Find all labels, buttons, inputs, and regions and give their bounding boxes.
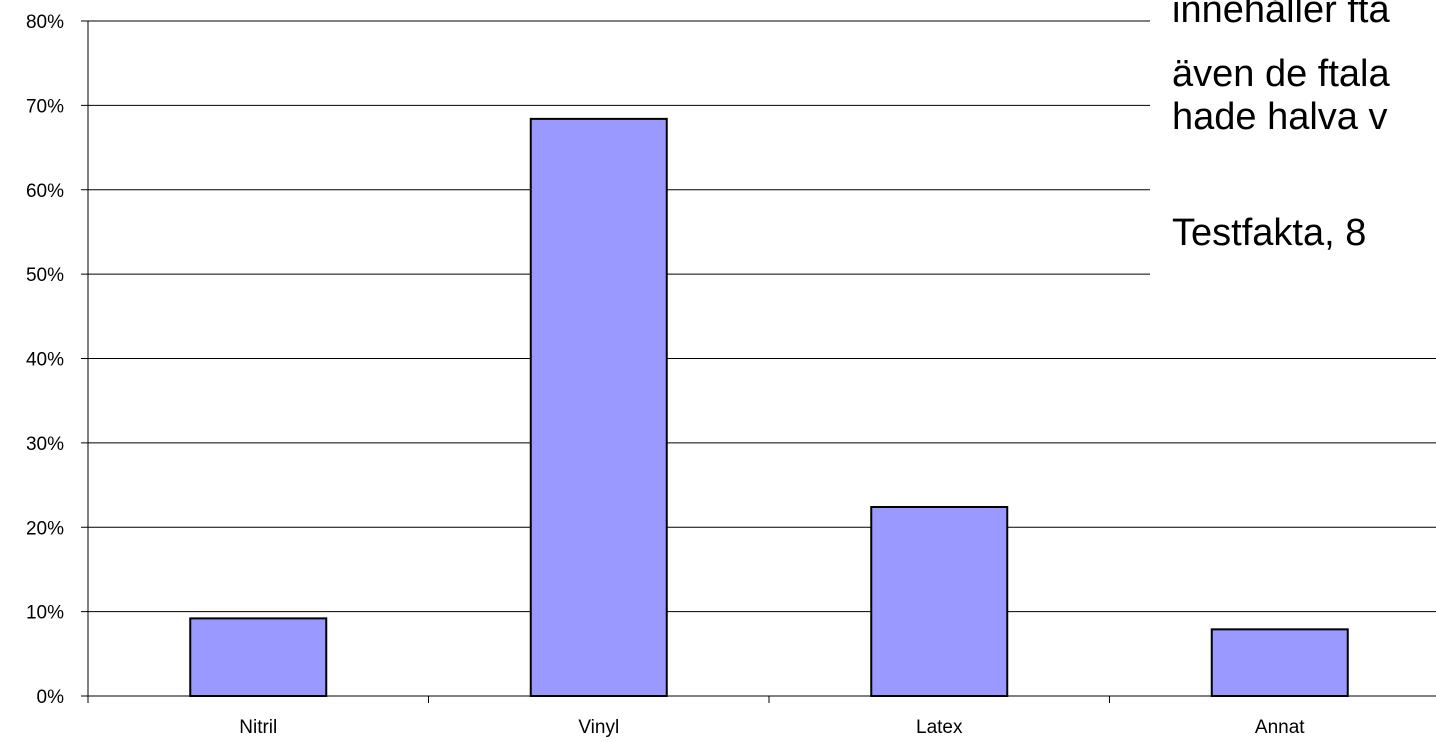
bars [189, 117, 1349, 697]
y-tick-label: 70% [26, 96, 64, 117]
x-tick-labels: Nitril Vinyl Latex Annat [239, 717, 1305, 738]
bar-vinyl [529, 117, 668, 697]
y-tick-labels: 0% 10% 20% 30% 40% 50% 60% 70% 80% [26, 12, 64, 708]
y-tick-label: 80% [26, 12, 64, 33]
text-overlay: innehåller fta även de ftala hade halva … [1150, 0, 1436, 290]
bar-annat [1210, 628, 1349, 697]
overlay-line-4: Testfakta, 8 [1172, 212, 1367, 254]
overlay-line-2: även de ftala [1172, 53, 1390, 95]
gridlines [88, 20, 1436, 613]
x-tick-label: Latex [916, 717, 963, 738]
overlay-line-3: hade halva v [1172, 96, 1388, 138]
overlay-line-1: innehåller fta [1172, 0, 1390, 31]
y-tick-label: 20% [26, 518, 64, 539]
bar-latex [870, 506, 1009, 697]
y-tick-label: 0% [37, 687, 65, 708]
bar-nitril [189, 617, 328, 697]
y-tick-label: 60% [26, 181, 64, 202]
y-tick-label: 50% [26, 265, 64, 286]
x-tick-label: Vinyl [578, 717, 619, 738]
y-tick-label: 10% [26, 603, 64, 624]
x-tick-label: Nitril [239, 717, 277, 738]
axes [81, 20, 1436, 703]
y-tick-label: 30% [26, 434, 64, 455]
y-tick-label: 40% [26, 350, 64, 371]
x-tick-label: Annat [1255, 717, 1305, 738]
